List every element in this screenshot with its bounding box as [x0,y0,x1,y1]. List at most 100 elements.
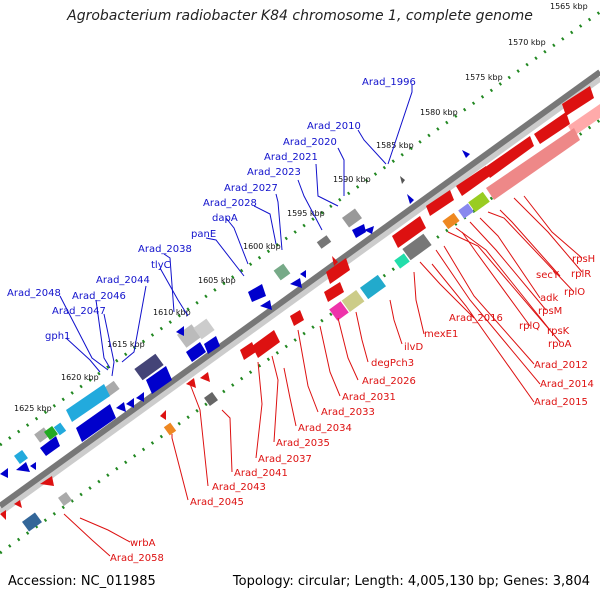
gene-arrow [240,342,256,360]
gene-arrow [248,284,266,302]
gene-label: rpsM [538,306,562,317]
gene-arrow [562,86,594,116]
gene-label: Arad_2044 [96,275,150,286]
gene-label: rplQ [519,321,540,332]
tick-labels: 1565 kbp 1570 kbp 1575 kbp 1580 kbp 1585… [14,2,588,413]
gene-arrow [16,462,30,472]
gene-arrow [0,510,6,520]
gene-arrow [332,256,338,266]
gene-arrow [14,500,22,508]
gene-arrow [324,282,344,302]
gene-arrow [0,468,8,478]
gene-arrow [290,278,302,288]
gene-label: Arad_2012 [534,360,588,371]
gene-label: Arad_1996 [362,77,416,88]
gene-arrow [204,336,220,354]
gene-block [442,212,460,230]
gene-label: Arad_2021 [264,152,318,163]
gene-block [204,392,218,406]
gene-label: mexE1 [424,329,458,340]
gene-label: adk [540,293,558,304]
gene-arrow [186,342,206,362]
gene-block [342,208,362,228]
gene-label: Arad_2035 [276,438,330,449]
tick-label: 1590 kbp [333,175,371,184]
tick-label: 1575 kbp [465,73,503,82]
gene-arrow [326,258,350,284]
tick-label: 1565 kbp [550,2,588,11]
gene-arrow [486,128,580,200]
gene-label: gph1 [45,331,70,342]
gene-arrow [136,392,144,402]
gene-arrow [290,310,304,326]
gene-label: rplO [564,287,585,298]
gene-block [134,353,164,381]
tick-label: 1605 kbp [198,276,236,285]
gene-label: rpoA [548,339,572,350]
gene-label: Arad_2023 [247,167,301,178]
gene-label: Arad_2026 [362,376,416,387]
gene-label: rpsK [547,326,570,337]
gene-arrow [260,300,272,310]
gene-arrow [364,226,374,234]
gene-arrow [30,462,36,470]
gene-arrow [200,372,210,382]
upper-features [0,150,470,478]
gene-arrow [407,194,414,204]
gene-label: Arad_2037 [258,454,312,465]
gene-label: Arad_2045 [190,497,244,508]
gene-label: Arad_2034 [298,423,352,434]
gene-label: Arad_2038 [138,244,192,255]
gene-arrow [484,136,534,178]
gene-arrow [186,378,196,388]
gene-block [193,318,215,340]
gene-block [273,263,291,281]
gene-label: Arad_2015 [534,397,588,408]
gene-arrow [400,176,405,184]
gene-arrow [146,366,172,394]
tick-label: 1610 kbp [153,308,191,317]
gene-arrow [426,190,454,216]
gene-block [44,426,58,440]
gene-arrow [462,150,470,158]
gene-block [22,512,42,532]
gene-label: Arad_2047 [52,306,106,317]
tick-label: 1595 kbp [287,209,325,218]
gene-label: Arad_2046 [72,291,126,302]
gene-label: Arad_2058 [110,553,164,564]
genome-summary-text: Topology: circular; Length: 4,005,130 bp… [232,574,590,589]
gene-arrow [40,436,60,456]
gene-arrow [160,410,166,420]
gene-arrow [66,384,110,422]
gene-arrow [76,404,116,442]
gene-label: Arad_2014 [540,379,594,390]
gene-arrow [456,166,490,196]
tick-label: 1600 kbp [243,242,281,251]
gene-label: Arad_2041 [234,468,288,479]
gene-label: Arad_2027 [224,183,278,194]
gene-label: tlyC [151,260,171,271]
gene-label: ilvD [404,342,423,353]
map-title: Agrobacterium radiobacter K84 chromosome… [67,8,533,24]
gene-label: Arad_2048 [7,288,61,299]
gene-block [58,492,72,506]
gene-block [163,422,177,436]
tick-label: 1625 kbp [14,404,52,413]
gene-arrow [300,270,306,278]
gene-label: Arad_2010 [307,121,361,132]
bottom-leader-lines [63,195,583,557]
gene-arrow [534,112,570,144]
gene-label: Arad_2028 [203,198,257,209]
top-gene-labels: Arad_1996 Arad_2010 Arad_2020 Arad_2021 … [7,77,416,342]
tick-label: 1580 kbp [420,108,458,117]
gene-arrow [176,326,184,336]
bottom-gene-labels: rpsH rplR secY rplO adk rpsM rplQ rpsK r… [110,254,595,564]
gene-label: Arad_2020 [283,137,337,148]
gene-block [14,450,28,464]
gene-block [341,290,365,312]
gene-arrow [126,398,134,408]
gene-label: Arad_2031 [342,392,396,403]
tick-label: 1620 kbp [61,373,99,382]
top-leader-lines [59,84,413,377]
gene-arrow [252,330,280,358]
